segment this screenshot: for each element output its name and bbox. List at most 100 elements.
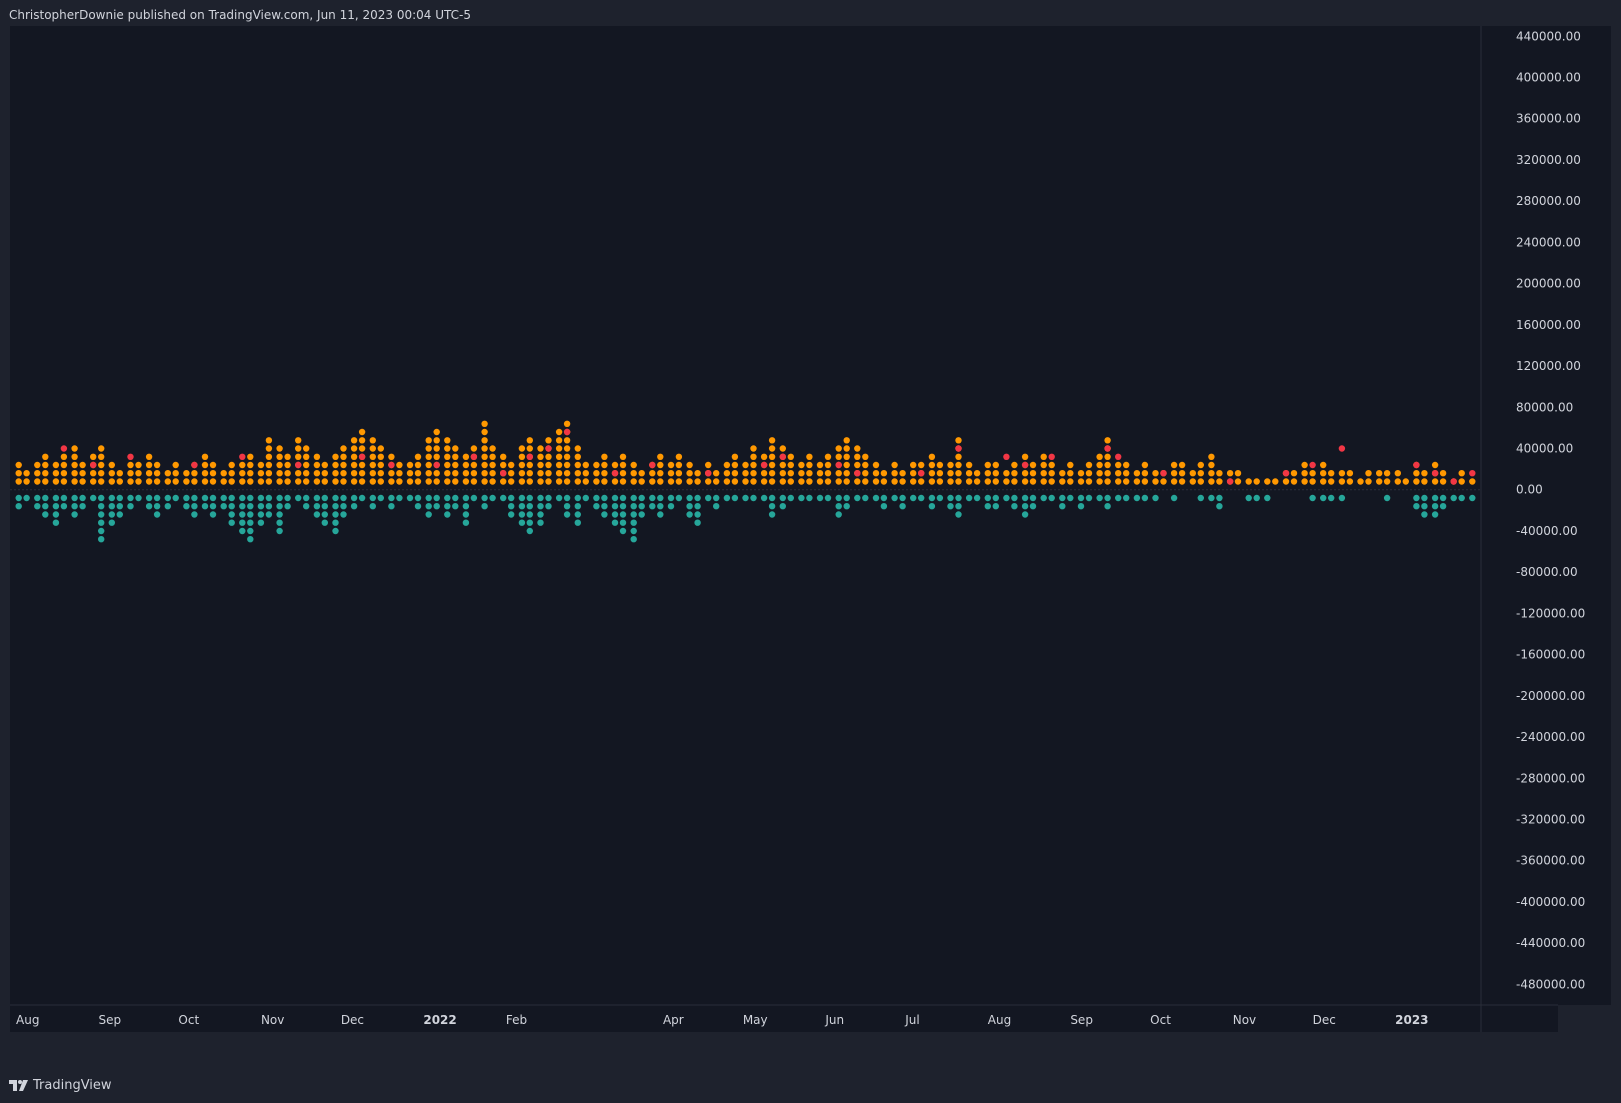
down-series-point [191, 511, 198, 518]
up-series-point [369, 453, 376, 460]
down-series-point [60, 503, 68, 510]
down-series-point [332, 511, 339, 518]
footer-brand-label: TradingView [33, 1077, 112, 1093]
time-axis-tick-label: Jul [904, 1013, 919, 1027]
down-series-point [768, 511, 776, 518]
up-series-point [470, 478, 478, 485]
up-series-point [601, 470, 608, 477]
up-series-point [563, 453, 571, 460]
time-axis-tick-label: Dec [1313, 1013, 1336, 1027]
up-series-point [1439, 470, 1447, 477]
down-series-point [526, 494, 533, 502]
scatter-chart[interactable]: 440000.00 400000.00 360000.00 320000.00 2800… [10, 26, 1611, 1068]
price-axis-tick-label: 240000.00 [1516, 235, 1581, 249]
up-series-point [153, 470, 161, 477]
up-series-point [79, 478, 86, 485]
up-series-point [630, 478, 637, 485]
up-series-point [1346, 470, 1354, 477]
footer-brand[interactable]: TradingView [9, 1076, 112, 1094]
up-series-point [835, 470, 842, 477]
up-series-point [257, 461, 265, 469]
up-series-point [42, 461, 49, 469]
up-series-point [452, 461, 459, 469]
up-series-point [1059, 478, 1066, 485]
up-series-point [574, 461, 581, 469]
up-series-point [582, 470, 589, 477]
peak-series-point [295, 461, 302, 469]
up-series-point [358, 478, 366, 485]
up-series-point [1133, 478, 1141, 485]
up-series-point [98, 453, 105, 460]
down-series-point [239, 511, 246, 518]
up-series-point [555, 437, 563, 444]
price-axis-tick-label: -320000.00 [1516, 813, 1585, 827]
up-series-point [555, 445, 563, 452]
time-axis-tick-label: May [743, 1013, 768, 1027]
down-series-point [723, 494, 731, 502]
down-series-point [108, 519, 116, 526]
up-series-point [760, 453, 768, 460]
up-series-point [79, 470, 86, 477]
down-series-point [992, 503, 999, 510]
up-series-point [965, 478, 973, 485]
up-series-point [60, 478, 68, 485]
down-series-point [276, 494, 283, 502]
up-series-point [824, 461, 832, 469]
down-series-point [183, 494, 190, 502]
up-series-point [265, 453, 273, 460]
price-axis-background[interactable] [1481, 26, 1611, 1005]
up-series-point [1226, 470, 1234, 477]
time-axis-background[interactable] [10, 1005, 1558, 1032]
up-series-point [257, 470, 265, 477]
down-series-point [90, 494, 97, 502]
up-series-point [555, 478, 563, 485]
down-series-point [1421, 511, 1428, 518]
up-series-point [574, 445, 581, 452]
up-series-point [1431, 461, 1439, 469]
down-series-point [955, 503, 962, 510]
down-series-point [388, 503, 395, 510]
up-series-point [116, 470, 124, 477]
up-series-point [862, 470, 869, 477]
up-series-point [508, 478, 515, 485]
down-series-point [1021, 503, 1029, 510]
down-series-point [657, 503, 664, 510]
down-series-point [153, 494, 161, 502]
up-series-point [872, 478, 880, 485]
up-series-point [601, 461, 608, 469]
down-series-point [619, 519, 627, 526]
up-series-point [284, 461, 291, 469]
up-series-point [947, 478, 954, 485]
down-series-point [1309, 494, 1316, 502]
up-series-point [928, 478, 936, 485]
up-series-point [247, 470, 254, 477]
up-series-point [1085, 461, 1093, 469]
up-series-point [1245, 478, 1252, 485]
up-series-point [862, 453, 869, 460]
up-series-point [369, 445, 376, 452]
down-series-point [563, 494, 571, 502]
down-series-point [220, 503, 227, 510]
peak-series-point [1413, 461, 1420, 469]
up-series-point [1104, 478, 1111, 485]
down-series-point [768, 503, 776, 510]
up-series-point [295, 437, 302, 444]
up-series-point [1115, 470, 1122, 477]
peak-series-point [191, 461, 198, 469]
up-series-point [71, 461, 78, 469]
up-series-point [619, 478, 627, 485]
time-axis-tick-label: Aug [16, 1013, 39, 1027]
down-series-point [481, 494, 488, 502]
up-series-point [153, 478, 161, 485]
up-series-point [824, 453, 832, 460]
up-series-point [835, 453, 842, 460]
up-series-point [90, 470, 97, 477]
peak-series-point [611, 470, 619, 477]
down-series-point [1040, 494, 1047, 502]
down-series-point [247, 519, 254, 526]
down-series-point [872, 494, 880, 502]
up-series-point [899, 470, 906, 477]
up-series-point [350, 453, 358, 460]
up-series-point [928, 470, 936, 477]
down-series-point [444, 494, 451, 502]
